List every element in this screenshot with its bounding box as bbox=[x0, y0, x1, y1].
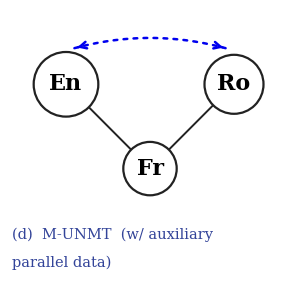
Text: Fr: Fr bbox=[136, 158, 164, 180]
Ellipse shape bbox=[123, 142, 177, 195]
Text: parallel data): parallel data) bbox=[12, 255, 111, 270]
Text: Ro: Ro bbox=[218, 73, 250, 95]
Text: (d)  M-UNMT  (w/ auxiliary: (d) M-UNMT (w/ auxiliary bbox=[12, 227, 213, 242]
Ellipse shape bbox=[205, 55, 263, 114]
Text: En: En bbox=[50, 73, 82, 95]
Ellipse shape bbox=[34, 52, 98, 117]
